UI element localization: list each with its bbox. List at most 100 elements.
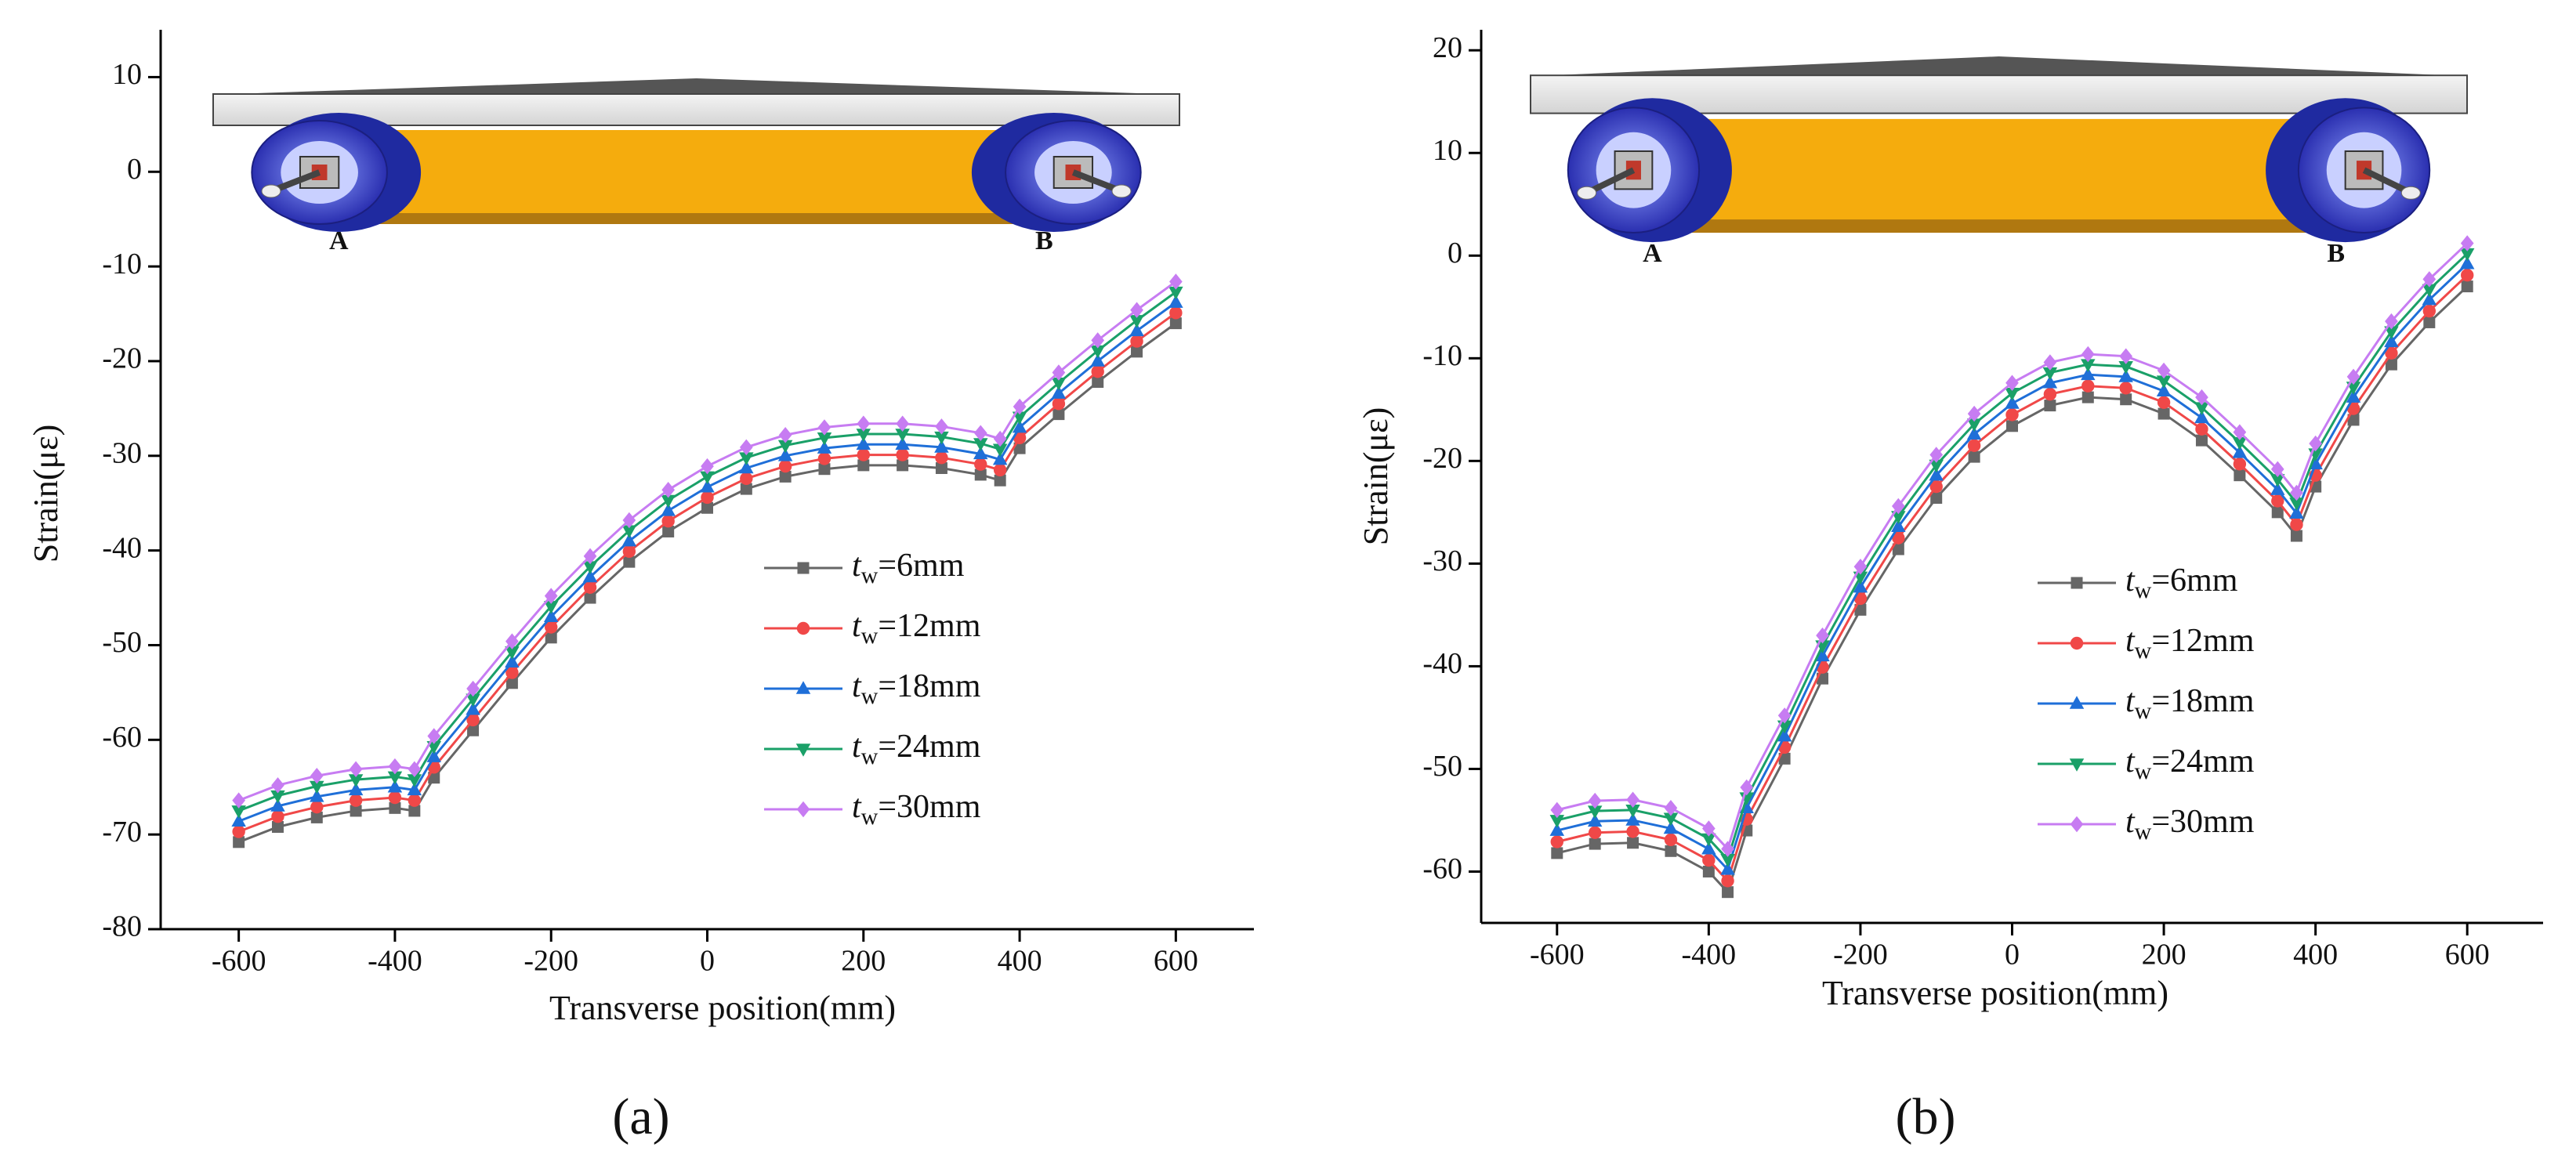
data-point	[2270, 461, 2284, 478]
data-point	[545, 631, 557, 644]
legend-label: tw=24mm	[2125, 744, 2255, 784]
x-tick-label: 600	[2445, 939, 2490, 971]
legend-marker	[2069, 758, 2085, 772]
data-point	[350, 805, 362, 817]
data-point	[622, 545, 636, 559]
cable-end	[1577, 186, 1597, 200]
data-point	[426, 749, 442, 762]
data-point	[1589, 838, 1601, 850]
data-point	[739, 460, 754, 474]
data-point	[505, 633, 519, 649]
data-point	[1169, 273, 1183, 290]
data-point	[543, 609, 559, 623]
data-point	[1626, 791, 1639, 809]
y-tick-label: -50	[102, 626, 142, 659]
data-point	[1663, 820, 1679, 834]
x-tick-label: 600	[1154, 945, 1198, 978]
data-point	[2461, 280, 2473, 293]
data-point	[2119, 348, 2133, 364]
data-point	[2157, 362, 2171, 379]
legend-label: tw=30mm	[852, 789, 981, 830]
data-point	[1052, 397, 1066, 411]
x-tick-label: -600	[1530, 939, 1585, 971]
data-point	[2118, 369, 2133, 382]
data-point	[1665, 845, 1677, 857]
data-point	[2005, 408, 2019, 421]
data-point	[2346, 389, 2361, 403]
data-point	[231, 813, 246, 827]
data-point	[2461, 268, 2474, 282]
data-point	[2043, 387, 2057, 401]
subplot-label: (b)	[1896, 1088, 1956, 1145]
data-point	[700, 479, 715, 493]
data-point	[994, 474, 1006, 487]
data-point	[739, 439, 753, 456]
y-tick-label: -40	[1422, 647, 1462, 680]
data-point	[857, 415, 871, 432]
girder	[377, 130, 1006, 213]
x-tick-label: 0	[700, 945, 715, 978]
x-tick-label: 0	[2005, 939, 2020, 971]
data-point	[2423, 316, 2436, 328]
data-point	[2005, 396, 2020, 409]
x-tick-label: -400	[368, 945, 422, 978]
data-point	[1929, 447, 1944, 463]
data-point	[583, 581, 597, 594]
data-point	[310, 811, 323, 823]
y-tick-label: 20	[1433, 31, 1462, 64]
data-point	[662, 525, 675, 537]
data-point	[1130, 302, 1143, 318]
data-point	[271, 777, 284, 794]
data-point	[2290, 530, 2302, 542]
legend-marker	[2071, 577, 2083, 589]
cable-end	[2400, 186, 2421, 200]
data-point	[1740, 779, 1754, 796]
data-point	[466, 701, 480, 715]
data-point	[1853, 559, 1868, 575]
data-point	[389, 801, 401, 814]
data-point	[973, 425, 987, 442]
data-point	[897, 459, 909, 472]
data-point	[2290, 484, 2303, 501]
data-point	[1816, 627, 1829, 644]
data-point	[817, 440, 832, 454]
data-point	[2119, 382, 2132, 395]
data-point	[1090, 353, 1105, 367]
data-point	[583, 548, 597, 565]
data-point	[2422, 271, 2437, 288]
data-point	[1626, 825, 1639, 838]
data-point	[740, 483, 752, 495]
series-line	[1556, 242, 2469, 852]
legend-label: tw=6mm	[2125, 563, 2238, 603]
data-point	[2289, 505, 2304, 519]
data-point	[348, 782, 364, 796]
cable-end	[1111, 184, 1132, 198]
data-point	[2385, 313, 2398, 330]
data-point	[349, 761, 363, 778]
y-tick-label: -80	[102, 910, 142, 943]
data-point	[1092, 376, 1104, 389]
data-point	[2270, 482, 2285, 495]
series-line	[238, 322, 1177, 844]
data-point	[1091, 365, 1104, 378]
y-tick-label: -40	[102, 531, 142, 564]
data-point	[2158, 407, 2170, 420]
data-point	[2422, 291, 2437, 306]
data-point	[779, 470, 792, 483]
data-point	[233, 836, 245, 848]
data-point	[408, 805, 421, 817]
data-point	[1930, 492, 1943, 505]
legend-marker	[795, 681, 811, 694]
y-tick-label: 0	[1447, 237, 1462, 270]
data-point	[310, 789, 324, 802]
data-point	[505, 654, 520, 668]
data-point	[2422, 304, 2437, 318]
data-point	[1891, 497, 1905, 515]
data-point	[661, 503, 676, 516]
data-point	[622, 512, 636, 529]
data-point	[408, 761, 422, 778]
data-point	[857, 448, 870, 461]
data-point	[2044, 400, 2056, 412]
